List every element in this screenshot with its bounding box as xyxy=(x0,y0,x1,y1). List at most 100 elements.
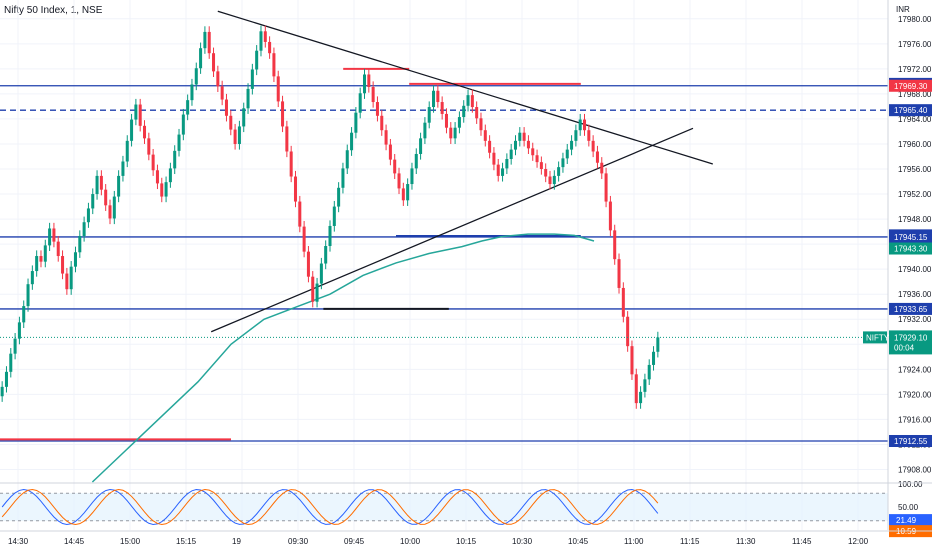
horizontal-levels xyxy=(0,67,888,442)
candle-body xyxy=(112,196,116,219)
price-tick-label: 17908.00 xyxy=(898,465,932,474)
candle-body xyxy=(82,222,86,236)
candle-body xyxy=(608,201,612,231)
candle-body xyxy=(324,246,328,264)
candle-body xyxy=(535,155,539,163)
candle-body xyxy=(401,188,405,201)
candle-body xyxy=(621,287,625,317)
candle-body xyxy=(48,228,52,246)
candle-body xyxy=(61,256,65,274)
price-tag-label: 17943.30 xyxy=(894,245,928,254)
countdown-label: 00:04 xyxy=(894,343,915,352)
price-tick-label: 17972.00 xyxy=(898,65,932,74)
candle-body xyxy=(52,228,56,242)
candle-body xyxy=(319,263,323,284)
time-tick-label: 11:15 xyxy=(680,537,700,546)
time-tick-label: 19 xyxy=(232,537,241,546)
price-tag xyxy=(889,434,932,447)
candle-body xyxy=(457,117,461,128)
oscillator-d-line xyxy=(1,489,659,525)
candle-body xyxy=(423,122,427,139)
candle-body xyxy=(268,41,272,54)
candle-body xyxy=(410,168,414,185)
candle-body xyxy=(341,168,345,188)
price-tick-label: 17952.00 xyxy=(898,190,932,199)
candle-body xyxy=(513,140,517,150)
candle-body xyxy=(414,153,418,169)
candle-body xyxy=(626,316,630,347)
candle-body xyxy=(130,119,134,141)
candle-body xyxy=(216,71,220,87)
price-tick-label: 17968.00 xyxy=(898,90,932,99)
candle-body xyxy=(302,226,306,252)
candle-body xyxy=(363,74,367,94)
candle-body xyxy=(345,150,349,169)
candle-body xyxy=(298,201,302,227)
price-axis[interactable]: 17908.0017912.0017916.0017920.0017924.00… xyxy=(0,0,932,530)
candle-body xyxy=(595,151,599,163)
candle-body xyxy=(440,102,444,114)
candle-body xyxy=(250,69,254,89)
oscillator-d-tag-label: 10.59 xyxy=(896,527,917,536)
candle-body xyxy=(561,158,565,168)
candle-body xyxy=(531,148,535,156)
last-price-tag xyxy=(889,330,932,355)
price-tag-label: 17965.40 xyxy=(894,106,928,115)
candle-body xyxy=(432,90,436,108)
time-tick-label: 11:00 xyxy=(624,537,644,546)
price-tick-label: 17936.00 xyxy=(898,290,932,299)
candle-body xyxy=(134,104,138,120)
candle-body xyxy=(4,371,8,387)
candle-body xyxy=(483,130,487,141)
candle-body xyxy=(203,31,207,49)
price-tick-label: 17956.00 xyxy=(898,165,932,174)
candle-body xyxy=(315,283,319,302)
candle-body xyxy=(65,273,69,290)
time-tick-label: 10:15 xyxy=(456,537,477,546)
candle-body xyxy=(143,125,147,139)
candle-body xyxy=(505,158,509,169)
candle-body xyxy=(293,176,297,202)
candle-body xyxy=(354,112,358,133)
candle-body xyxy=(272,53,276,77)
time-tick-label: 10:45 xyxy=(568,537,589,546)
candle-body xyxy=(419,138,423,154)
price-tick-label: 17932.00 xyxy=(898,315,932,324)
candle-body xyxy=(552,175,556,185)
price-tag xyxy=(889,302,932,315)
candle-body xyxy=(306,251,310,277)
candle-body xyxy=(138,104,142,126)
candle-body xyxy=(367,74,371,88)
price-tag xyxy=(889,104,932,117)
time-tick-label: 12:00 xyxy=(848,537,869,546)
price-tick-label: 17960.00 xyxy=(898,140,932,149)
trend-line xyxy=(210,127,694,333)
time-tick-label: 09:30 xyxy=(288,537,309,546)
candle-body xyxy=(285,126,289,152)
candle-body xyxy=(470,95,474,108)
price-tick-label: 17940.00 xyxy=(898,265,932,274)
candle-body xyxy=(164,182,168,197)
candle-body xyxy=(259,31,263,51)
candle-body xyxy=(647,364,651,380)
candle-body xyxy=(177,134,181,151)
candle-body xyxy=(332,206,336,226)
time-tick-label: 14:45 xyxy=(64,537,85,546)
trend-lines xyxy=(210,10,713,333)
last-price-label: 17929.10 xyxy=(894,333,928,342)
candle-body xyxy=(194,68,198,85)
candle-body xyxy=(95,175,99,195)
price-tick-label: 17916.00 xyxy=(898,415,932,424)
candle-body xyxy=(233,129,237,144)
time-axis[interactable]: 14:30 14:45 15:00 15:15 19 09:30 09:45 10:00 10:… xyxy=(0,530,932,546)
candle-body xyxy=(604,173,608,202)
candle-body xyxy=(570,140,574,150)
candle-body xyxy=(578,119,582,131)
candle-body xyxy=(9,353,13,372)
candle-body xyxy=(406,184,410,201)
candle-body xyxy=(13,338,17,354)
candle-body xyxy=(0,386,4,397)
candle-body xyxy=(160,183,164,197)
candle-body xyxy=(155,170,159,184)
